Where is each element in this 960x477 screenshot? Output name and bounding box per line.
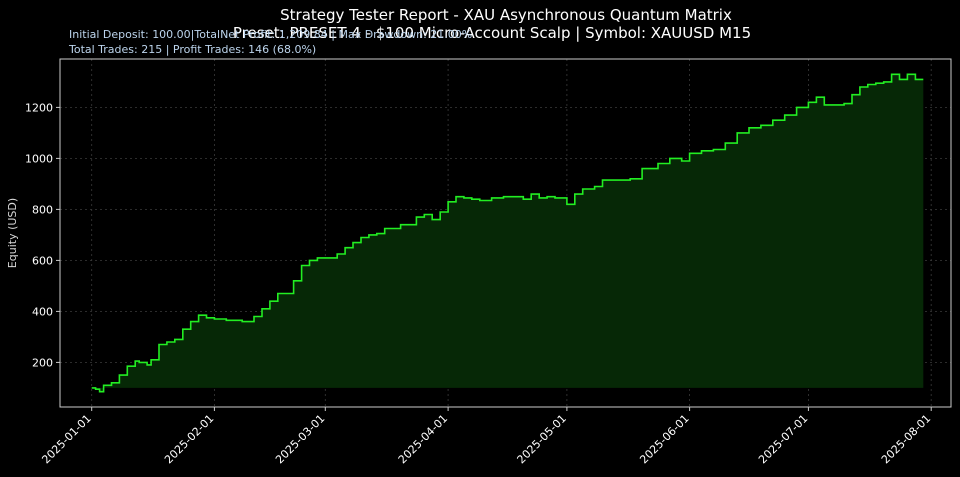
info-line-deposit: Initial Deposit: 100.00|TotalNet Profit:… (69, 28, 472, 41)
y-tick-label: 600 (32, 254, 53, 267)
x-tick-label: 2025-06-01 (637, 412, 691, 466)
x-tick-label: 2025-07-01 (756, 412, 810, 466)
x-axis-ticks: 2025-01-01 2025-02-01 2025-03-01 2025-04-01… (39, 407, 933, 466)
x-tick-label: 2025-01-01 (39, 412, 93, 466)
chart-subtitle: Preset: PRESET 4 - $100 Micro-Account Sc… (233, 24, 751, 42)
y-axis-ticks: 200 400 600 800 1000 1200 (25, 101, 60, 369)
y-axis-label: Equity (USD) (6, 198, 19, 268)
equity-fill-area (91, 74, 924, 392)
info-line-trades: Total Trades: 215 | Profit Trades: 146 (… (68, 43, 316, 56)
x-tick-label: 2025-04-01 (396, 412, 450, 466)
x-tick-label: 2025-08-01 (879, 412, 933, 466)
y-tick-label: 200 (32, 356, 53, 369)
y-tick-label: 400 (32, 305, 53, 318)
x-tick-label: 2025-03-01 (273, 412, 327, 466)
x-tick-label: 2025-05-01 (515, 412, 569, 466)
plot-frame (59, 58, 952, 408)
y-tick-label: 1200 (25, 101, 53, 114)
x-tick-label: 2025-02-01 (162, 412, 216, 466)
y-tick-label: 800 (32, 203, 53, 216)
y-tick-label: 1000 (25, 152, 53, 165)
equity-line (91, 73, 924, 393)
chart-title: Strategy Tester Report - XAU Asynchronou… (280, 6, 732, 24)
